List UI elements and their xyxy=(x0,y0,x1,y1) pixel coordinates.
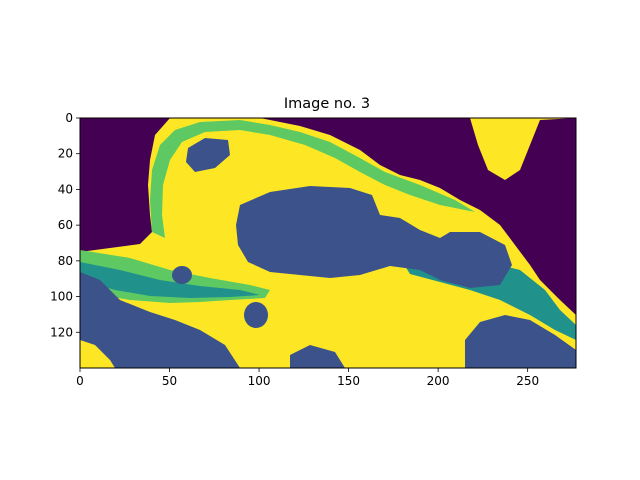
y-tick-label: 120 xyxy=(50,325,73,339)
heatmap-region-yellow-top-right xyxy=(470,118,540,170)
y-tick-label: 100 xyxy=(50,290,73,304)
y-tick-label: 80 xyxy=(58,254,73,268)
heatmap-region-blue-small-mid xyxy=(244,302,268,328)
x-tick-label: 150 xyxy=(337,374,360,388)
heatmap-image xyxy=(80,118,576,368)
heatmap-region-green-border-top xyxy=(150,120,475,238)
x-tick-label: 250 xyxy=(516,374,539,388)
y-tick-label: 0 xyxy=(65,111,73,125)
x-tick-label: 50 xyxy=(162,374,177,388)
heatmap-region-blue-small-left xyxy=(172,266,192,284)
heatmap-region-yellow-bottom-left xyxy=(80,340,115,368)
heatmap-region-blue-upper-left xyxy=(186,138,230,172)
heatmap-region-teal-band-left xyxy=(80,262,260,298)
heatmap-region-blue-central-basin xyxy=(236,186,512,288)
y-tick-label: 20 xyxy=(58,147,73,161)
heatmap-region-blue-bottom-mid xyxy=(290,345,345,368)
heatmap-region-blue-bottom-left xyxy=(80,272,240,368)
x-tick-label: 0 xyxy=(76,374,84,388)
chart-title: Image no. 3 xyxy=(284,96,370,112)
heatmap-region-blue-bottom-right xyxy=(465,315,576,368)
x-tick-label: 100 xyxy=(248,374,271,388)
y-axis: 0 20 40 60 80 100 120 xyxy=(50,111,80,339)
y-tick-label: 60 xyxy=(58,218,73,232)
x-axis: 0 50 100 150 200 250 xyxy=(76,368,539,388)
x-tick-label: 200 xyxy=(427,374,450,388)
y-tick-label: 40 xyxy=(58,182,73,196)
heatmap-region-dark-top-left xyxy=(80,118,170,252)
plot-frame xyxy=(79,117,577,369)
heatmap-region-dark-top-mid xyxy=(260,118,576,315)
